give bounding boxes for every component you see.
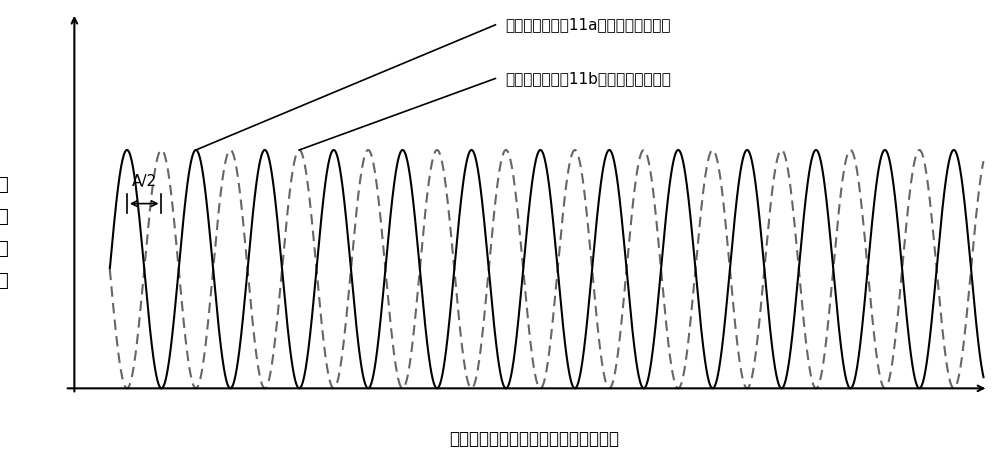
Text: 相
对
照
度: 相 对 照 度 bbox=[0, 177, 8, 290]
Text: 一个光源元件列11a的光源元件的峰值: 一个光源元件列11a的光源元件的峰值 bbox=[505, 17, 671, 32]
Text: 其他光源原件列11b的光源元件的峰值: 其他光源原件列11b的光源元件的峰值 bbox=[505, 71, 671, 86]
Text: A/2: A/2 bbox=[132, 174, 157, 189]
Text: 光源元件排列的一个方向上的相对位置: 光源元件排列的一个方向上的相对位置 bbox=[449, 430, 619, 448]
